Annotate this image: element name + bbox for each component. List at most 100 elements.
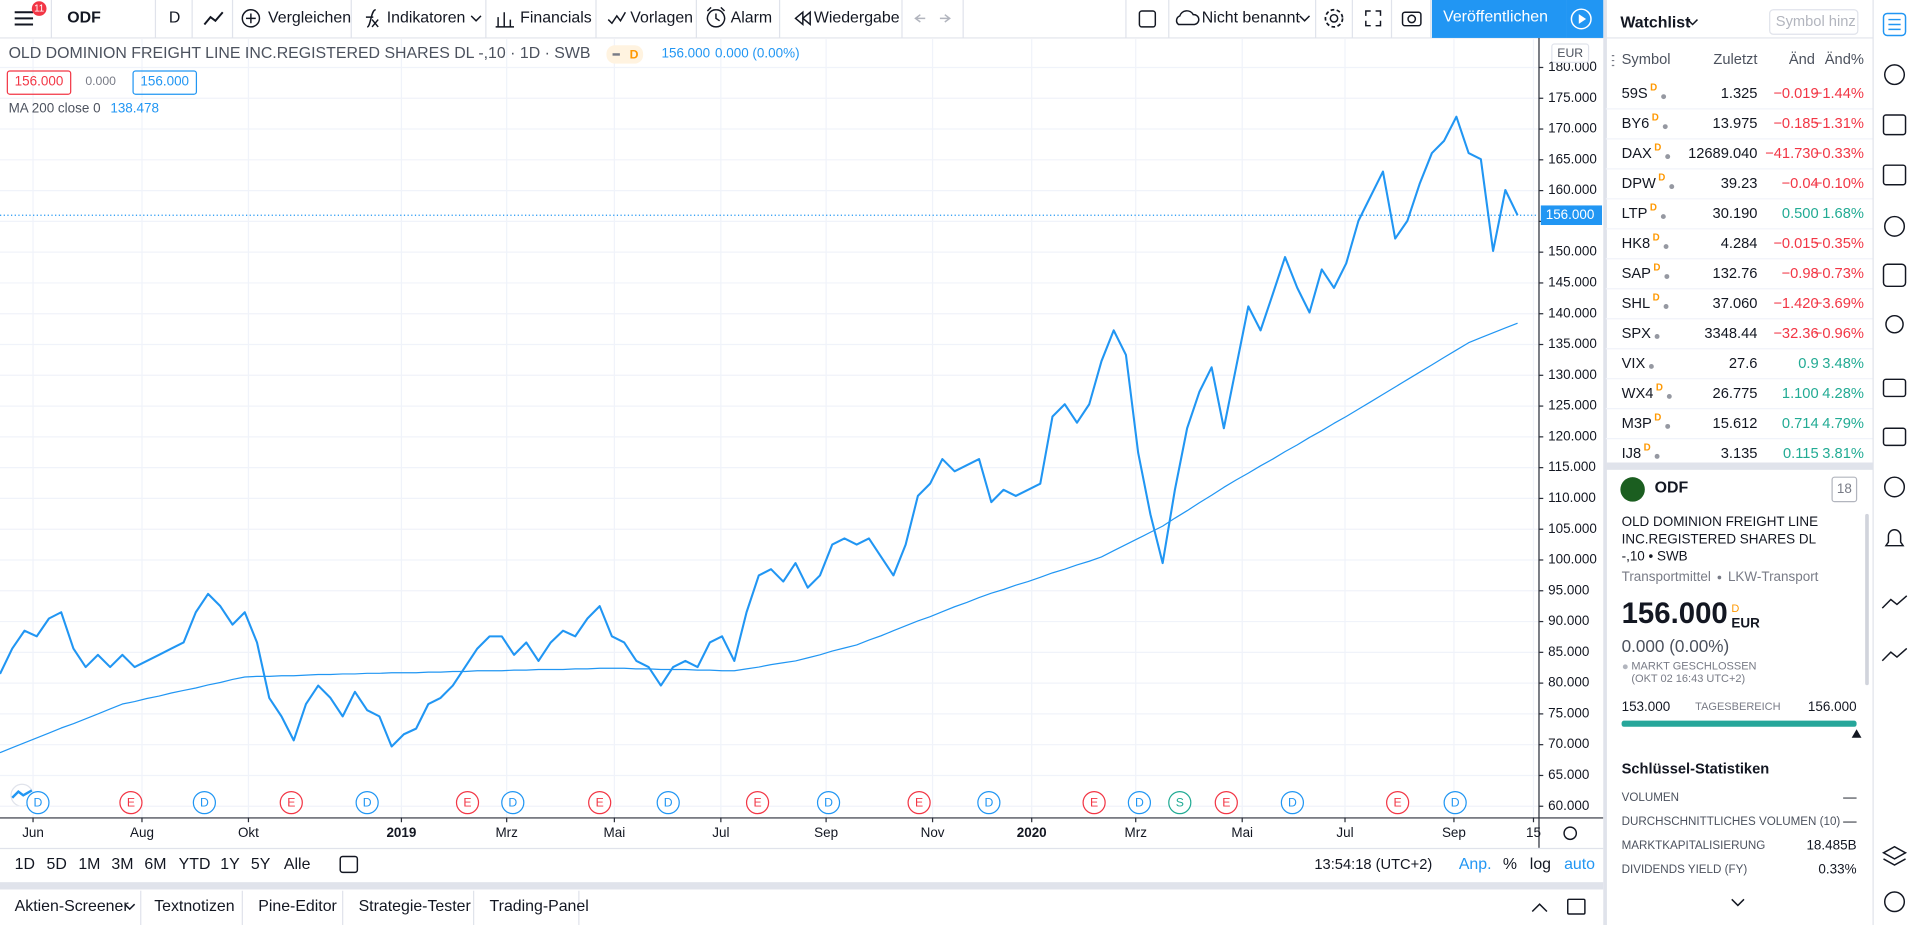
event-marker[interactable]: [455, 791, 480, 815]
bottom-tab[interactable]: Textnotizen: [154, 898, 234, 915]
event-marker[interactable]: [1443, 791, 1467, 815]
watchlist-symbol[interactable]: VIX: [1622, 356, 1646, 372]
help-icon[interactable]: [1883, 891, 1906, 913]
watchlist-symbol[interactable]: SPX: [1622, 326, 1652, 342]
compare-icon[interactable]: [241, 9, 261, 28]
watchlist-symbol[interactable]: 59S: [1622, 86, 1648, 102]
layout-name[interactable]: Nicht benannt: [1202, 10, 1301, 27]
axis-settings-icon[interactable]: [1563, 826, 1578, 841]
layers-icon[interactable]: [1881, 845, 1908, 866]
indicator-chevron[interactable]: [470, 15, 482, 22]
bottom-tab[interactable]: Trading-Panel: [490, 898, 589, 915]
watchlist-symbol[interactable]: M3P: [1622, 416, 1652, 432]
column-header[interactable]: Symbol: [1622, 52, 1671, 68]
scale-option[interactable]: %: [1503, 856, 1517, 873]
news-icon[interactable]: [1882, 114, 1907, 136]
watchlist-symbol[interactable]: SHL: [1622, 296, 1651, 312]
column-header[interactable]: Zuletzt: [1713, 52, 1757, 68]
event-marker[interactable]: [977, 791, 1001, 815]
collapse-icon[interactable]: [1531, 903, 1548, 913]
watchlist-title[interactable]: Watchlist: [1620, 14, 1691, 31]
event-marker[interactable]: [192, 791, 217, 815]
ideas-icon[interactable]: [1885, 314, 1904, 334]
redo-icon[interactable]: [939, 14, 951, 23]
range-button[interactable]: Alle: [284, 856, 311, 873]
undo-icon[interactable]: [914, 14, 926, 23]
bottom-tab[interactable]: Strategie-Tester: [359, 898, 472, 915]
event-marker[interactable]: [656, 791, 680, 815]
toolbar-button[interactable]: Vorlagen: [630, 10, 693, 27]
watchlist-symbol[interactable]: LTP: [1622, 206, 1648, 222]
toolbar-button[interactable]: Vergleichen: [268, 10, 351, 27]
event-marker[interactable]: [588, 791, 612, 815]
event-marker[interactable]: [119, 791, 143, 815]
interval[interactable]: D: [169, 10, 180, 27]
column-header[interactable]: Änd: [1789, 51, 1815, 68]
watchlist-icon[interactable]: [1882, 12, 1907, 37]
range-button[interactable]: 1Y: [220, 856, 240, 873]
templates-icon[interactable]: [607, 11, 627, 25]
alarm-icon[interactable]: [706, 6, 726, 28]
watchlist-symbol[interactable]: WX4: [1622, 386, 1654, 402]
event-marker[interactable]: [26, 791, 50, 815]
menu-icon[interactable]: [14, 11, 34, 26]
range-button[interactable]: YTD: [179, 856, 211, 873]
event-marker[interactable]: [816, 791, 841, 815]
settings-icon[interactable]: [1329, 13, 1339, 23]
event-marker[interactable]: [1082, 791, 1106, 815]
alerts-icon[interactable]: [1883, 64, 1906, 86]
trading-icon[interactable]: [1881, 595, 1908, 609]
toolbar-button[interactable]: Indikatoren: [387, 10, 466, 27]
depth-icon[interactable]: [1881, 647, 1908, 662]
toolbar-button[interactable]: Financials: [520, 10, 592, 27]
watchlist-chevron[interactable]: [1687, 19, 1698, 26]
watchlist-symbol[interactable]: SAP: [1622, 266, 1652, 282]
event-marker[interactable]: [279, 791, 303, 815]
range-button[interactable]: 5Y: [251, 856, 271, 873]
symbol-name[interactable]: ODF: [67, 10, 101, 27]
expand-stats-icon[interactable]: [1731, 898, 1745, 907]
layout-icon[interactable]: [1138, 10, 1157, 28]
chart-style-icon[interactable]: [203, 11, 224, 26]
watchlist-symbol[interactable]: DPW: [1622, 176, 1656, 192]
event-marker[interactable]: [907, 791, 931, 815]
screener-chevron[interactable]: [124, 903, 136, 911]
range-button[interactable]: 3M: [111, 856, 133, 873]
publish-label[interactable]: Veröffentlichen: [1443, 8, 1548, 25]
watchlist-symbol[interactable]: DAX: [1622, 146, 1652, 162]
notifications-icon[interactable]: [1884, 529, 1905, 547]
fullscreen-icon[interactable]: [1365, 10, 1382, 27]
toolbar-button[interactable]: Alarm: [731, 10, 773, 27]
event-marker[interactable]: [1386, 791, 1410, 815]
toolbar-button[interactable]: Wiedergabe: [814, 10, 900, 27]
watchlist-symbol[interactable]: IJ8: [1622, 446, 1642, 462]
range-button[interactable]: 5D: [47, 856, 67, 873]
bottom-tab[interactable]: Pine-Editor: [258, 898, 337, 915]
chat-icon[interactable]: [1882, 378, 1907, 398]
event-marker[interactable]: [355, 791, 379, 815]
maximize-icon[interactable]: [1567, 898, 1586, 915]
watchlist-symbol[interactable]: BY6: [1622, 116, 1650, 132]
replay-icon[interactable]: [794, 10, 811, 27]
event-marker[interactable]: [501, 791, 525, 815]
scale-option[interactable]: log: [1530, 856, 1551, 873]
private-chat-icon[interactable]: [1882, 427, 1907, 447]
event-marker[interactable]: [1168, 791, 1192, 815]
range-button[interactable]: 6M: [144, 856, 166, 873]
bottom-tab[interactable]: Aktien-Screener: [15, 898, 130, 915]
indicator-icon[interactable]: [365, 9, 379, 28]
range-button[interactable]: 1D: [15, 856, 35, 873]
layout-chevron[interactable]: [1299, 15, 1311, 22]
event-marker[interactable]: [1127, 791, 1152, 815]
hotlist-icon[interactable]: [1882, 263, 1907, 288]
play-icon[interactable]: [1570, 8, 1592, 30]
data-icon[interactable]: [1882, 164, 1907, 186]
symbol-search[interactable]: Symbol hinz: [1776, 14, 1856, 30]
publish-button[interactable]: [1431, 0, 1567, 38]
date-range-icon[interactable]: [339, 855, 359, 874]
scale-option[interactable]: auto: [1564, 856, 1595, 873]
scale-option[interactable]: Anp.: [1459, 856, 1492, 873]
event-marker[interactable]: [1280, 791, 1305, 815]
event-marker[interactable]: [1214, 791, 1238, 815]
column-header[interactable]: Änd%: [1825, 51, 1864, 68]
